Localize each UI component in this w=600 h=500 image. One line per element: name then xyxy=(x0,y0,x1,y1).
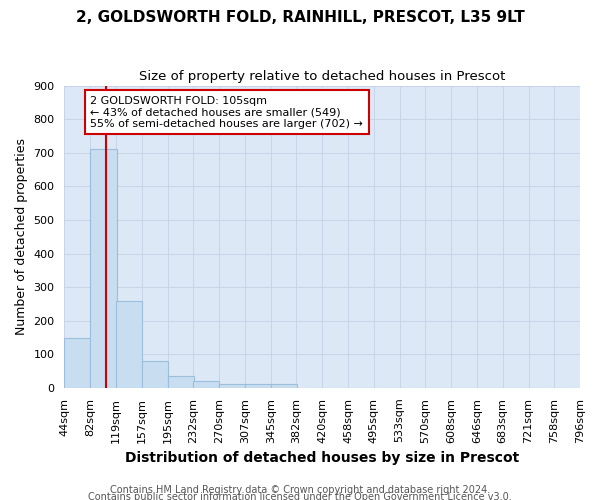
Bar xyxy=(271,384,297,388)
Text: 2 GOLDSWORTH FOLD: 105sqm
← 43% of detached houses are smaller (549)
55% of semi: 2 GOLDSWORTH FOLD: 105sqm ← 43% of detac… xyxy=(91,96,364,129)
Bar xyxy=(193,380,220,388)
Text: 2, GOLDSWORTH FOLD, RAINHILL, PRESCOT, L35 9LT: 2, GOLDSWORTH FOLD, RAINHILL, PRESCOT, L… xyxy=(76,10,524,25)
Bar xyxy=(168,376,194,388)
Bar xyxy=(245,384,271,388)
Title: Size of property relative to detached houses in Prescot: Size of property relative to detached ho… xyxy=(139,70,505,83)
X-axis label: Distribution of detached houses by size in Prescot: Distribution of detached houses by size … xyxy=(125,451,520,465)
Bar xyxy=(142,361,168,388)
Bar xyxy=(116,300,142,388)
Bar xyxy=(91,150,116,388)
Bar xyxy=(220,384,245,388)
Text: Contains HM Land Registry data © Crown copyright and database right 2024.: Contains HM Land Registry data © Crown c… xyxy=(110,485,490,495)
Text: Contains public sector information licensed under the Open Government Licence v3: Contains public sector information licen… xyxy=(88,492,512,500)
Bar xyxy=(64,338,91,388)
Y-axis label: Number of detached properties: Number of detached properties xyxy=(15,138,28,335)
